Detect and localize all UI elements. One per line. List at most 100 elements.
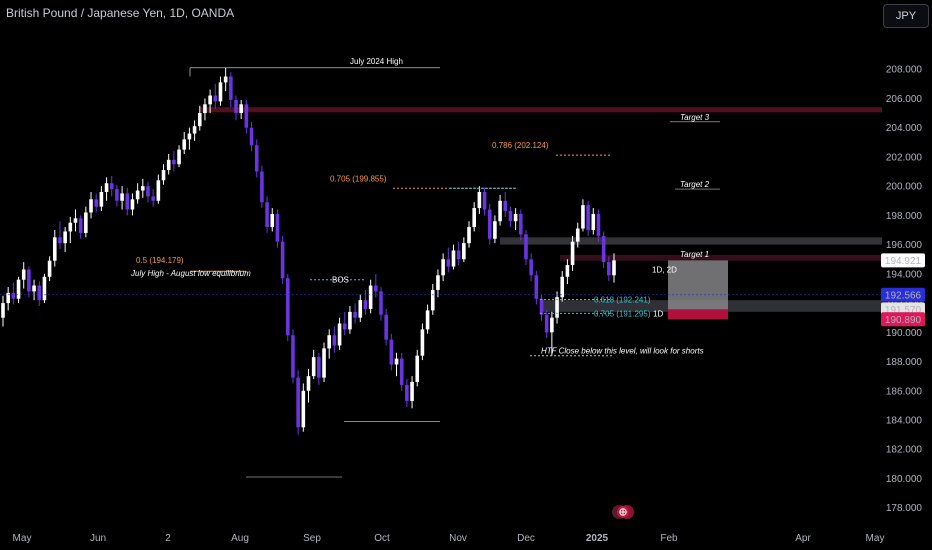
candle-body bbox=[135, 190, 140, 200]
candle bbox=[446, 247, 451, 273]
candle-body bbox=[508, 211, 513, 222]
candle bbox=[327, 329, 332, 359]
candle-body bbox=[575, 228, 580, 242]
candle bbox=[275, 209, 280, 248]
candle-body bbox=[37, 285, 42, 301]
candle bbox=[296, 370, 300, 435]
candle-body bbox=[430, 289, 435, 311]
candle bbox=[223, 67, 228, 92]
candle bbox=[78, 215, 83, 239]
candle-body bbox=[456, 250, 461, 260]
candle-body bbox=[172, 159, 176, 165]
candle bbox=[203, 98, 207, 121]
candle bbox=[425, 304, 430, 334]
candle-body bbox=[612, 260, 616, 276]
candlestick-series bbox=[1, 67, 616, 435]
candle-body bbox=[389, 339, 394, 365]
candle bbox=[6, 287, 10, 311]
candle-body bbox=[73, 218, 78, 223]
candle-body bbox=[223, 76, 228, 83]
candle-body bbox=[109, 183, 114, 190]
y-tick-label: 178.000 bbox=[886, 503, 923, 514]
candle bbox=[513, 208, 518, 230]
candle bbox=[317, 352, 321, 385]
candle bbox=[384, 308, 388, 346]
candle bbox=[146, 181, 150, 203]
candle-body bbox=[379, 291, 383, 315]
price-marker: 190.890 bbox=[881, 312, 925, 327]
y-tick-label: 200.000 bbox=[886, 182, 923, 193]
candle bbox=[482, 187, 487, 216]
candle-body bbox=[208, 95, 212, 105]
candle bbox=[73, 209, 78, 232]
target1-zone-band bbox=[560, 254, 882, 261]
candle-body bbox=[275, 213, 280, 242]
candle bbox=[301, 383, 306, 432]
candle bbox=[16, 276, 21, 304]
annotation-fib-0786: 0.786 (202.124) bbox=[492, 141, 549, 150]
zones bbox=[200, 107, 882, 320]
candle bbox=[410, 376, 414, 409]
candle-body bbox=[151, 196, 155, 201]
candle bbox=[218, 76, 223, 106]
candle bbox=[197, 105, 202, 131]
candle bbox=[539, 294, 544, 321]
x-tick-label: Sep bbox=[303, 533, 321, 544]
candle bbox=[84, 206, 88, 238]
candle bbox=[394, 352, 399, 377]
candle-body bbox=[348, 311, 352, 330]
candle bbox=[399, 352, 404, 391]
candle-body bbox=[607, 262, 611, 276]
x-axis: May Jun 2 Aug Sep Oct Nov Dec 2025 Feb Apr May bbox=[13, 533, 885, 544]
candle bbox=[575, 222, 580, 248]
candle bbox=[430, 284, 435, 315]
candle bbox=[63, 227, 67, 252]
candle bbox=[120, 186, 124, 210]
candle-body bbox=[47, 260, 52, 277]
candle bbox=[141, 178, 145, 198]
candle-body bbox=[425, 310, 430, 330]
x-tick-label: Feb bbox=[660, 533, 678, 544]
candle-body bbox=[368, 285, 373, 309]
candle-body bbox=[218, 82, 223, 102]
level-lines bbox=[0, 67, 882, 478]
candle-body bbox=[311, 357, 316, 377]
candle-body bbox=[581, 205, 585, 229]
candle-body bbox=[94, 199, 99, 207]
candle-body bbox=[363, 300, 368, 309]
currency-button[interactable]: JPY bbox=[883, 4, 929, 28]
annotation-equilibrium: July High - August low equilibrium bbox=[130, 269, 251, 278]
long-position-box[interactable] bbox=[668, 260, 728, 310]
price-marker: 194.921 bbox=[881, 253, 925, 268]
x-tick-label: Dec bbox=[517, 533, 535, 544]
candle bbox=[363, 289, 368, 315]
x-tick-label: 2025 bbox=[586, 533, 609, 544]
candle bbox=[213, 83, 218, 109]
candle bbox=[534, 270, 539, 305]
stop-loss-box[interactable] bbox=[668, 309, 728, 320]
candle-body bbox=[384, 314, 388, 340]
candle-body bbox=[146, 186, 150, 197]
y-tick-label: 202.000 bbox=[886, 152, 923, 163]
candle-body bbox=[420, 329, 425, 356]
candle-body bbox=[342, 323, 347, 330]
candle bbox=[265, 196, 269, 233]
candle bbox=[353, 303, 357, 324]
candle bbox=[52, 230, 57, 267]
candle bbox=[518, 209, 523, 241]
chart-title: British Pound / Japanese Yen, 1D, OANDA bbox=[6, 6, 235, 20]
candle bbox=[58, 221, 62, 249]
candle bbox=[311, 349, 316, 380]
candle-body bbox=[353, 311, 357, 318]
candle-body bbox=[601, 235, 606, 263]
candle-body bbox=[513, 213, 518, 222]
candle-body bbox=[27, 269, 31, 292]
candle-body bbox=[441, 259, 445, 276]
candle bbox=[405, 379, 409, 407]
candle bbox=[586, 200, 590, 236]
candle-body bbox=[229, 76, 233, 100]
candle bbox=[192, 120, 197, 141]
candle-body bbox=[446, 259, 451, 267]
price-marker: 192.566 bbox=[881, 287, 925, 302]
